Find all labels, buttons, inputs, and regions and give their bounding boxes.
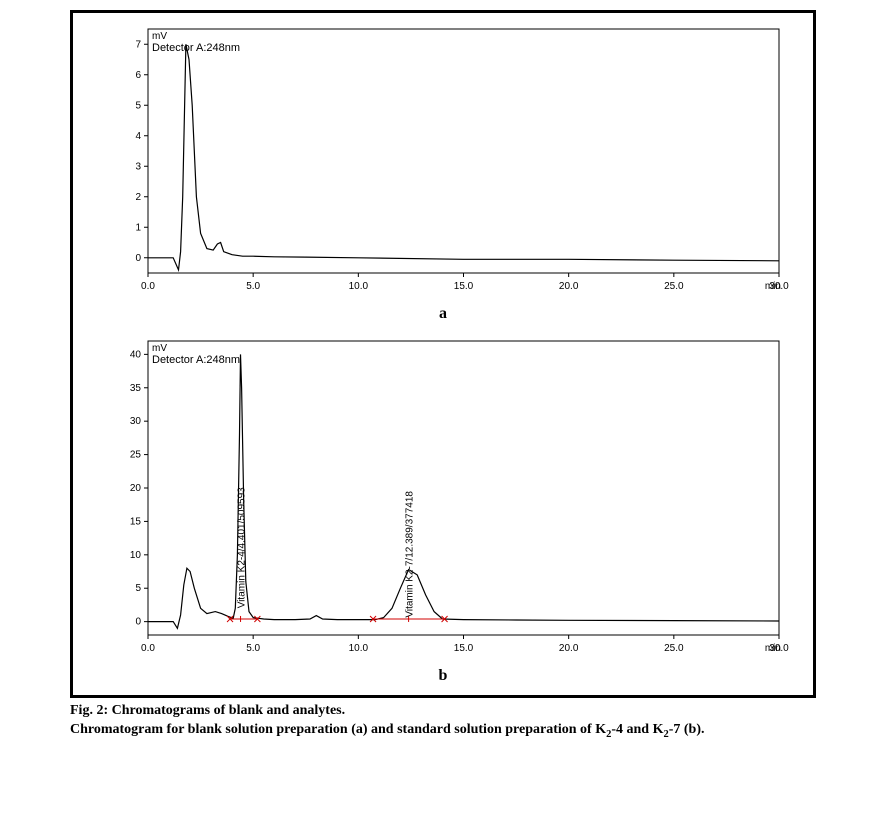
chromatogram-b-svg: mVDetector A:248nm 0 5 10 15 20 25 30 35 40 0.0 5.0… (93, 333, 789, 663)
svg-text:6: 6 (135, 70, 141, 81)
svg-text:2: 2 (135, 192, 141, 203)
chromatogram-a: mVDetector A:248nm 0 1 2 3 4 5 6 7 0.0 5.0 10.0 15.0… (93, 21, 793, 301)
svg-text:min: min (765, 643, 781, 654)
svg-text:7: 7 (135, 39, 141, 50)
svg-text:20.0: 20.0 (559, 281, 579, 292)
svg-text:25.0: 25.0 (664, 281, 684, 292)
svg-text:1: 1 (135, 222, 141, 233)
svg-text:Detector A:248nm: Detector A:248nm (152, 354, 240, 366)
svg-text:mV: mV (152, 343, 167, 354)
svg-text:25: 25 (130, 450, 142, 461)
svg-text:35: 35 (130, 383, 142, 394)
figure-title: Chromatograms of blank and analytes. (112, 703, 346, 718)
svg-text:40: 40 (130, 349, 142, 360)
svg-text:4: 4 (135, 131, 141, 142)
caption-suffix: -7 (b). (669, 722, 705, 737)
svg-text:15.0: 15.0 (454, 281, 474, 292)
svg-text:20.0: 20.0 (559, 643, 579, 654)
chromatogram-a-svg: mVDetector A:248nm 0 1 2 3 4 5 6 7 0.0 5.0 10.0 15.0… (93, 21, 789, 301)
svg-text:0: 0 (135, 253, 141, 264)
svg-text:20: 20 (130, 483, 142, 494)
chromatogram-b: mVDetector A:248nm 0 5 10 15 20 25 30 35 40 0.0 5.0… (93, 333, 793, 663)
svg-text:Vitamin K2-7/12.389/377418: Vitamin K2-7/12.389/377418 (405, 491, 416, 618)
svg-text:5.0: 5.0 (246, 643, 260, 654)
figure-frame: mVDetector A:248nm012345670.05.010.015.0… (70, 10, 816, 698)
svg-text:25.0: 25.0 (664, 643, 684, 654)
svg-text:Vitamin K2-4/4.401/509593: Vitamin K2-4/4.401/509593 (237, 487, 248, 608)
svg-text:10.0: 10.0 (349, 643, 369, 654)
svg-text:min: min (765, 281, 781, 292)
svg-text:15: 15 (130, 516, 142, 527)
caption-prefix: Chromatogram for blank solution preparat… (70, 722, 606, 737)
svg-text:30: 30 (130, 416, 142, 427)
svg-text:5.0: 5.0 (246, 281, 260, 292)
figure-number: Fig. 2 (70, 703, 103, 718)
svg-text:5: 5 (135, 583, 141, 594)
svg-text:3: 3 (135, 161, 141, 172)
caption-mid1: -4 and K (611, 722, 663, 737)
panel-b-label: b (73, 667, 813, 685)
svg-text:10: 10 (130, 550, 142, 561)
svg-text:mV: mV (152, 31, 167, 42)
svg-text:5: 5 (135, 100, 141, 111)
panel-a-label: a (73, 305, 813, 323)
svg-text:0.0: 0.0 (141, 281, 155, 292)
svg-text:0.0: 0.0 (141, 643, 155, 654)
svg-text:15.0: 15.0 (454, 643, 474, 654)
figure-caption: Fig. 2: Chromatograms of blank and analy… (70, 702, 880, 742)
svg-text:0: 0 (135, 617, 141, 628)
svg-text:10.0: 10.0 (349, 281, 369, 292)
svg-text:Detector A:248nm: Detector A:248nm (152, 42, 240, 54)
